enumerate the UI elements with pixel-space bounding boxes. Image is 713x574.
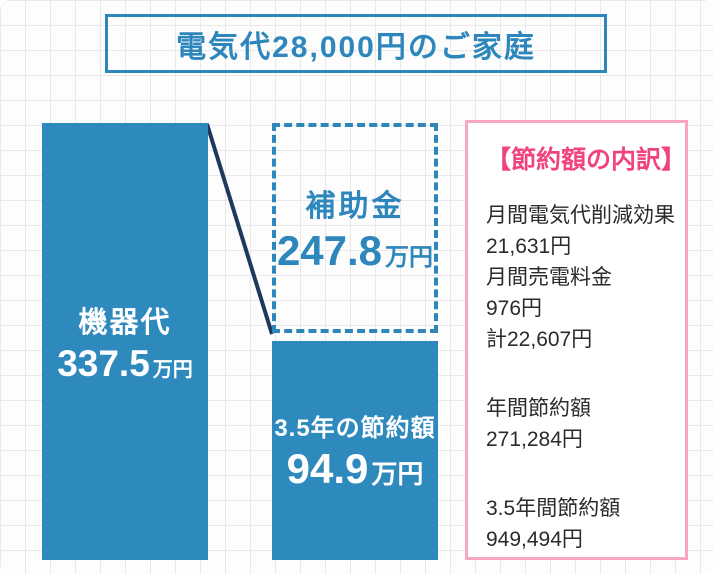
breakdown-line: 月間電気代削減効果 bbox=[486, 204, 675, 227]
savings-value-unit: 万円 bbox=[371, 459, 424, 489]
equipment-value-unit: 万円 bbox=[152, 358, 193, 381]
breakdown-line: 271,284円 bbox=[486, 428, 583, 451]
equipment-cost-bar: 機器代 337.5 万円 bbox=[42, 123, 208, 560]
subsidy-value-unit: 万円 bbox=[385, 244, 434, 271]
savings-value-number: 94.9 bbox=[286, 445, 369, 492]
equipment-bar-label: 機器代 bbox=[78, 306, 172, 339]
subsidy-box-label: 補助金 bbox=[305, 190, 405, 223]
breakdown-line: 976円 bbox=[486, 297, 543, 320]
breakdown-panel-title: 【節約額の内訳】 bbox=[486, 146, 687, 174]
breakdown-panel: 【節約額の内訳】 月間電気代削減効果 21,631円 月間売電料金 976円 計… bbox=[465, 120, 688, 560]
breakdown-group-monthly: 月間電気代削減効果 21,631円 月間売電料金 976円 計22,607円 bbox=[486, 200, 675, 355]
savings-box-value: 94.9 万円 bbox=[287, 445, 424, 493]
breakdown-line: 949,494円 bbox=[486, 528, 583, 551]
subsidy-box: 補助金 247.8 万円 bbox=[272, 123, 438, 333]
breakdown-group-3-5-year: 3.5年間節約額 949,494円 bbox=[486, 493, 667, 555]
breakdown-line: 21,631円 bbox=[486, 235, 572, 258]
title-text: 電気代28,000円のご家庭 bbox=[176, 30, 536, 64]
breakdown-line: 年間節約額 bbox=[486, 397, 591, 420]
equipment-value-number: 337.5 bbox=[57, 342, 150, 384]
breakdown-line: 計22,607円 bbox=[486, 328, 593, 351]
subsidy-box-value: 247.8 万円 bbox=[277, 227, 433, 275]
equipment-bar-value: 337.5 万円 bbox=[57, 343, 193, 385]
title-banner: 電気代28,000円のご家庭 bbox=[105, 14, 607, 73]
savings-box: 3.5年の節約額 94.9 万円 bbox=[272, 341, 438, 560]
breakdown-line: 月間売電料金 bbox=[486, 266, 612, 289]
breakdown-group-yearly: 年間節約額 271,284円 bbox=[486, 393, 667, 455]
savings-box-label: 3.5年の節約額 bbox=[274, 415, 436, 442]
breakdown-line: 3.5年間節約額 bbox=[486, 497, 621, 520]
subsidy-value-number: 247.8 bbox=[276, 227, 383, 274]
